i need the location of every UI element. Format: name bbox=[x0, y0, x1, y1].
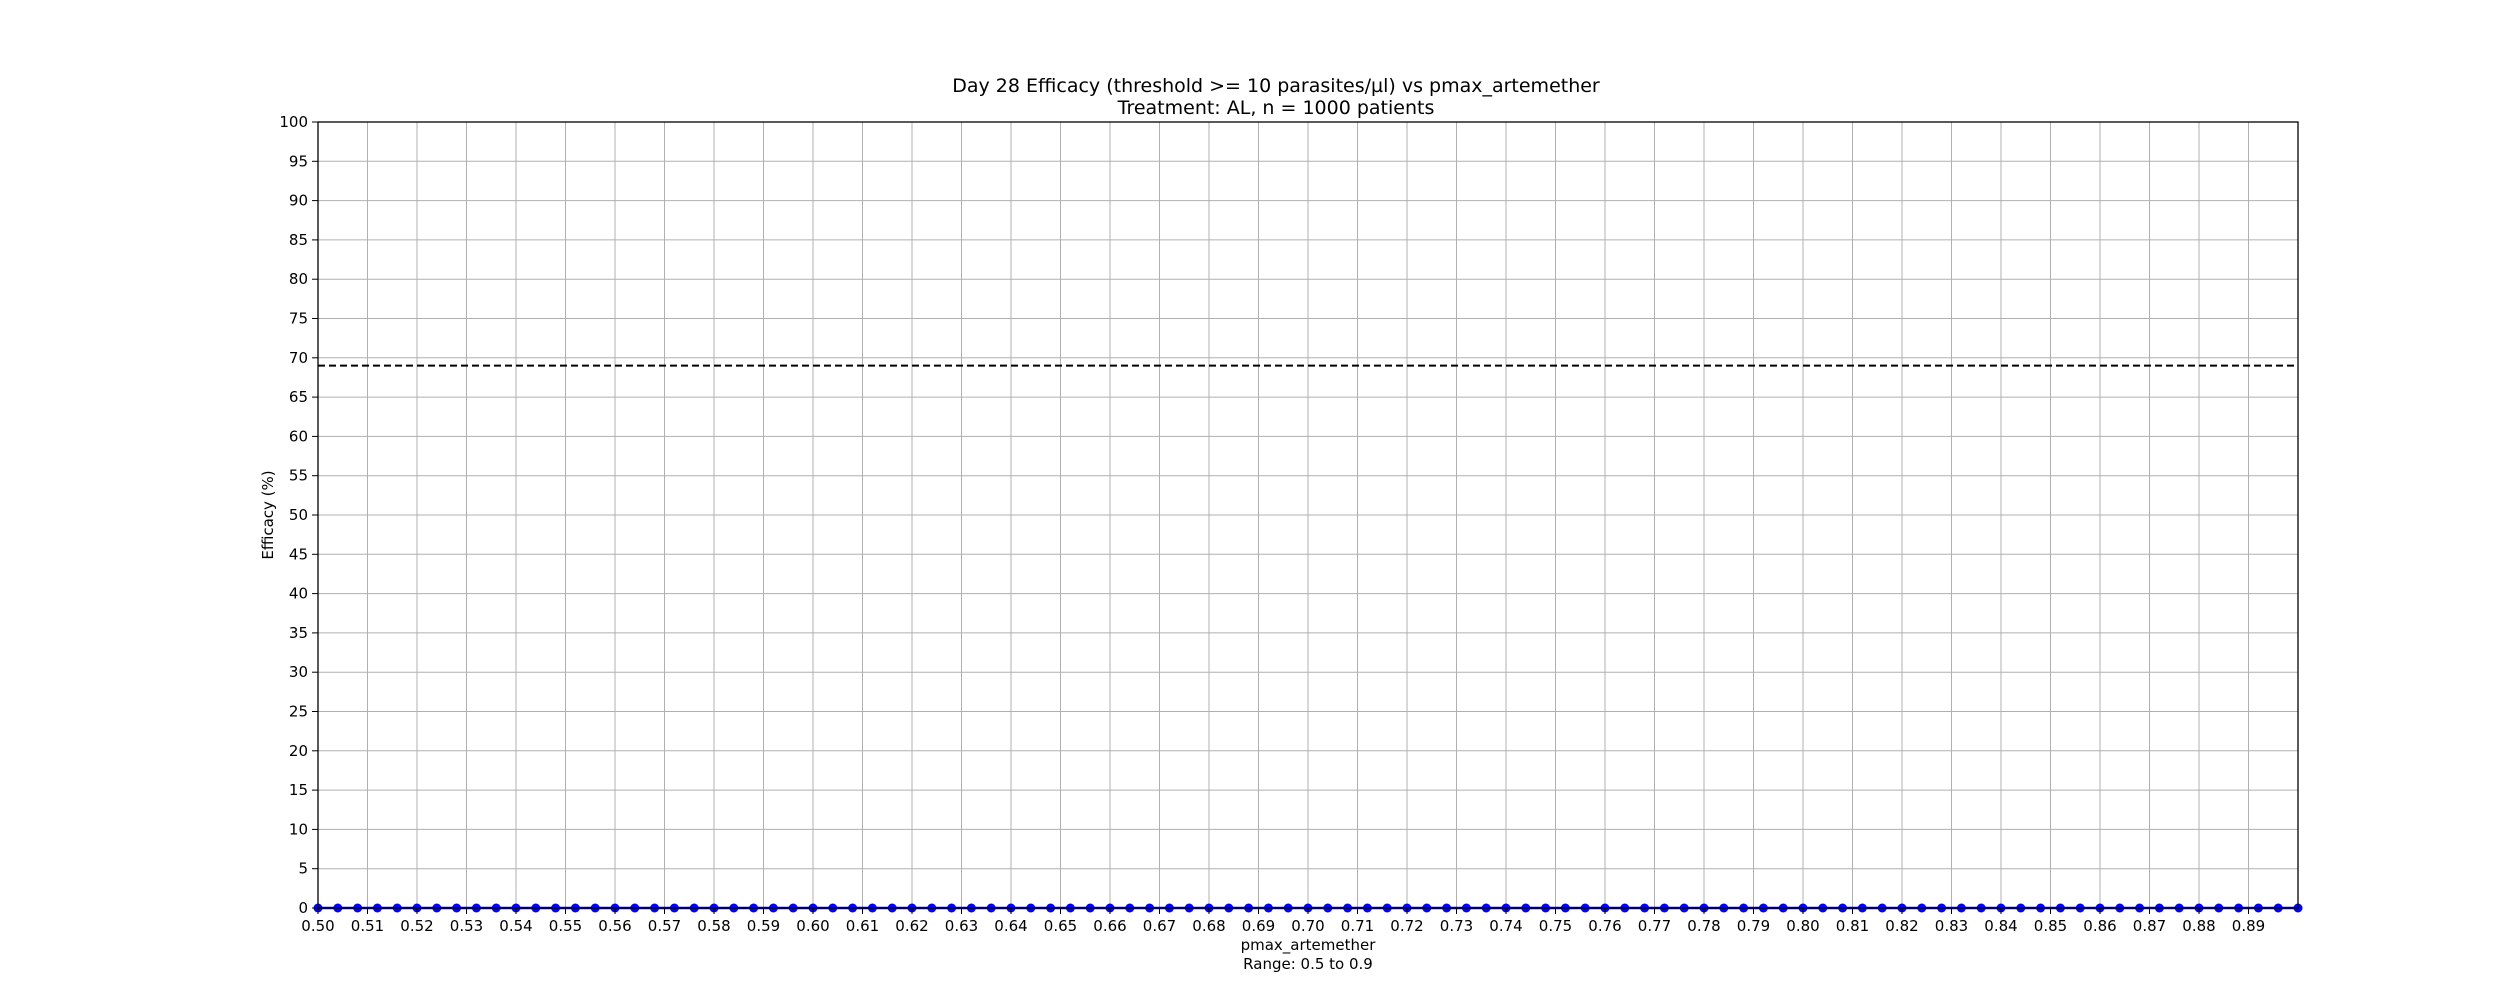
y-tick-label: 15 bbox=[289, 781, 308, 799]
y-tick-label: 50 bbox=[289, 506, 308, 524]
x-tick-label: 0.62 bbox=[895, 917, 928, 935]
x-tick-label: 0.57 bbox=[648, 917, 681, 935]
x-tick-label: 0.88 bbox=[2182, 917, 2215, 935]
x-tick-label: 0.83 bbox=[1935, 917, 1968, 935]
x-tick-label: 0.84 bbox=[1984, 917, 2017, 935]
x-tick-label: 0.63 bbox=[945, 917, 978, 935]
y-tick-label: 0 bbox=[298, 899, 308, 917]
x-tick-label: 0.71 bbox=[1341, 917, 1374, 935]
x-tick-label: 0.79 bbox=[1737, 917, 1770, 935]
x-axis-range-note: Range: 0.5 to 0.9 bbox=[1243, 955, 1373, 973]
x-tick-label: 0.85 bbox=[2034, 917, 2067, 935]
x-tick-label: 0.65 bbox=[1044, 917, 1077, 935]
x-tick-label: 0.60 bbox=[796, 917, 829, 935]
x-tick-label: 0.68 bbox=[1192, 917, 1225, 935]
y-tick-label: 10 bbox=[289, 820, 308, 838]
y-tick-label: 30 bbox=[289, 663, 308, 681]
x-tick-label: 0.66 bbox=[1093, 917, 1126, 935]
grid bbox=[317, 121, 2298, 909]
x-tick-label: 0.64 bbox=[994, 917, 1027, 935]
chart-subtitle: Treatment: AL, n = 1000 patients bbox=[1117, 97, 1435, 119]
x-tick-label: 0.56 bbox=[598, 917, 631, 935]
x-tick-label: 0.50 bbox=[301, 917, 334, 935]
x-tick-label: 0.81 bbox=[1836, 917, 1869, 935]
y-tick-label: 70 bbox=[289, 349, 308, 367]
x-tick-label: 0.74 bbox=[1489, 917, 1522, 935]
x-tick-label: 0.59 bbox=[747, 917, 780, 935]
x-tick-label: 0.61 bbox=[846, 917, 879, 935]
x-tick-label: 0.75 bbox=[1539, 917, 1572, 935]
chart-title: Day 28 Efficacy (threshold >= 10 parasit… bbox=[952, 75, 1600, 97]
x-tick-label: 0.69 bbox=[1242, 917, 1275, 935]
y-tick-label: 80 bbox=[289, 270, 308, 288]
x-tick-label: 0.89 bbox=[2232, 917, 2265, 935]
x-tick-label: 0.76 bbox=[1588, 917, 1621, 935]
y-tick-label: 85 bbox=[289, 231, 308, 249]
y-tick-label: 100 bbox=[279, 113, 308, 131]
x-tick-label: 0.67 bbox=[1143, 917, 1176, 935]
y-tick-label: 75 bbox=[289, 310, 308, 328]
x-tick-label: 0.58 bbox=[697, 917, 730, 935]
x-tick-label: 0.73 bbox=[1440, 917, 1473, 935]
x-tick-label: 0.55 bbox=[549, 917, 582, 935]
y-tick-label: 40 bbox=[289, 585, 308, 603]
x-tick-label: 0.72 bbox=[1390, 917, 1423, 935]
y-axis-ticks: 0 5 10 15 20 25 30 35 40 45 50 55 60 65 70 75 80 85 90 95 10… bbox=[279, 113, 318, 917]
y-tick-label: 20 bbox=[289, 742, 308, 760]
y-axis-label: Efficacy (%) bbox=[259, 470, 277, 559]
y-tick-label: 5 bbox=[298, 860, 308, 878]
x-tick-label: 0.70 bbox=[1291, 917, 1324, 935]
plot-frame bbox=[317, 121, 2299, 909]
x-tick-label: 0.52 bbox=[400, 917, 433, 935]
x-axis-label: pmax_artemether bbox=[1241, 936, 1377, 955]
y-tick-label: 25 bbox=[289, 703, 308, 721]
y-tick-label: 90 bbox=[289, 192, 308, 210]
y-tick-label: 95 bbox=[289, 152, 308, 170]
x-tick-label: 0.80 bbox=[1786, 917, 1819, 935]
y-tick-label: 55 bbox=[289, 467, 308, 485]
x-tick-label: 0.77 bbox=[1638, 917, 1671, 935]
x-tick-label: 0.51 bbox=[351, 917, 384, 935]
y-tick-label: 35 bbox=[289, 624, 308, 642]
y-tick-label: 60 bbox=[289, 427, 308, 445]
y-tick-label: 45 bbox=[289, 545, 308, 563]
x-tick-label: 0.87 bbox=[2133, 917, 2166, 935]
x-axis-ticks: 0.50 0.51 0.52 0.53 0.54 0.55 0.56 0.57 0.58 0.59… bbox=[301, 908, 2265, 935]
x-tick-label: 0.86 bbox=[2083, 917, 2116, 935]
x-tick-label: 0.78 bbox=[1687, 917, 1720, 935]
x-tick-label: 0.53 bbox=[450, 917, 483, 935]
x-tick-label: 0.54 bbox=[499, 917, 532, 935]
y-tick-label: 65 bbox=[289, 388, 308, 406]
x-tick-label: 0.82 bbox=[1885, 917, 1918, 935]
